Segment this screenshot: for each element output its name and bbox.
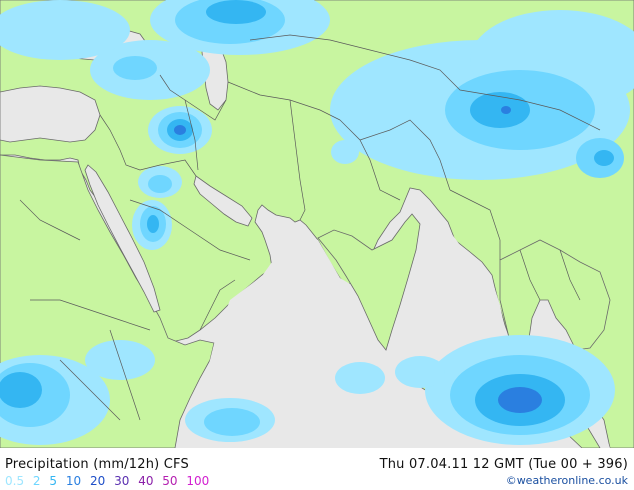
map-title: Precipitation (mm/12h) CFS [5,457,189,472]
legend-item: 30 [114,474,130,488]
legend-item: 0.5 [5,474,25,488]
legend-item: 40 [138,474,154,488]
map-canvas [0,0,634,448]
sea-persian-gulf [193,175,253,227]
legend-item: 2 [32,474,41,488]
sea-bay-of-bengal [408,205,505,345]
legend-item: 50 [162,474,178,488]
sea-mediterranean [0,85,101,143]
legend-item: 10 [65,474,82,488]
precipitation-map [0,0,634,448]
precipitation-layer [0,0,634,445]
sea-red-sea [84,164,161,313]
run-timestamp: Thu 07.04.11 12 GMT (Tue 00 + 396) [379,457,628,472]
legend-item: 20 [89,474,106,488]
precip-legend: 0.5 2 5 10 20 30 40 50 100 [5,474,214,488]
country-borders [19,34,601,421]
legend-item: 5 [49,474,58,488]
legend-item: 100 [186,474,210,488]
land-india [317,213,421,351]
map-footer: Precipitation (mm/12h) CFS Thu 07.04.11 … [0,448,634,490]
sea-arabian-sea [190,228,395,448]
credit-link[interactable]: ©weatheronline.co.uk [505,474,628,487]
